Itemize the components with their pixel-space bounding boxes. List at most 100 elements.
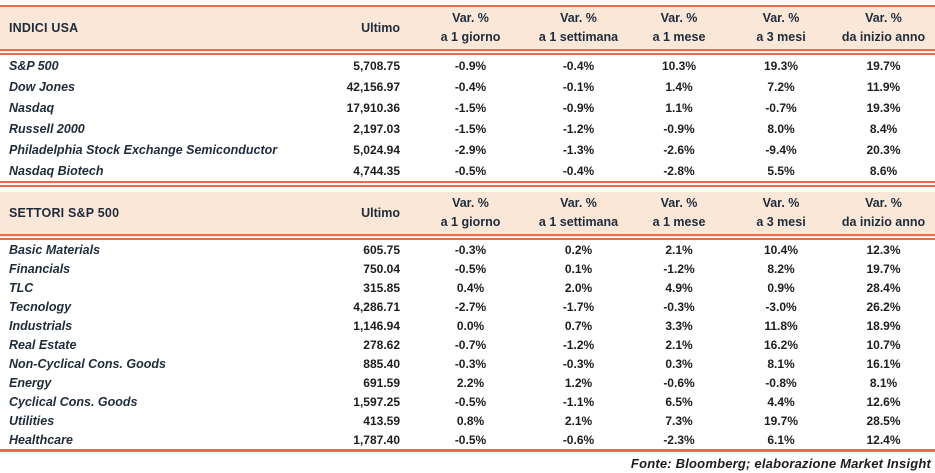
var-value-1-settimana: -0.3%	[562, 356, 595, 371]
var-value-1-settimana: -1.2%	[562, 121, 595, 136]
var-period-label: da inizio anno	[841, 215, 926, 229]
var-value-1-giorno: -0.5%	[454, 261, 487, 276]
var-percent-label: Var. %	[452, 195, 489, 210]
var-value-inizio-anno: 12.4%	[832, 430, 935, 452]
var-value-1-giorno: -0.7%	[454, 337, 487, 352]
var-percent-label: Var. %	[560, 10, 597, 25]
var-value-inizio-anno: 18.9%	[866, 318, 901, 333]
table-row: Basic Materials 605.75 -0.3% 0.2% 2.1% 1…	[0, 237, 935, 259]
var-value-3-mesi: 5.5%	[730, 160, 832, 187]
var-value-3-mesi: 8.0%	[767, 121, 795, 136]
var-value-1-settimana: 0.1%	[564, 261, 593, 276]
column-header-inizio-anno: Var. % da inizio anno	[832, 6, 935, 55]
var-value-1-mese: 1.1%	[665, 100, 693, 115]
last-value: 42,156.97	[346, 79, 400, 94]
var-value-1-settimana: -0.4%	[529, 160, 628, 187]
var-value-1-mese: -1.2%	[663, 261, 695, 276]
var-percent-label: Var. %	[865, 195, 902, 210]
column-header-var-1-giorno: Var. % a 1 giorno	[412, 6, 529, 55]
var-value-3-mesi: 4.4%	[767, 394, 795, 409]
var-period-label: a 1 mese	[652, 215, 706, 229]
last-value: 413.59	[363, 413, 400, 428]
var-period-label: a 3 mesi	[756, 215, 806, 229]
table-title: INDICI USA	[0, 6, 318, 55]
var-value-inizio-anno: 12.6%	[866, 394, 901, 409]
var-value-1-mese: 2.1%	[665, 337, 693, 352]
table-row: Energy 691.59 2.2% 1.2% -0.6% -0.8% 8.1%	[0, 373, 935, 392]
row-label: Energy	[9, 375, 52, 390]
table-header: INDICI USA Ultimo Var. % a 1 giorno Var.…	[0, 6, 935, 55]
var-value-1-giorno: -0.5%	[412, 430, 529, 452]
last-value: 278.62	[363, 337, 400, 352]
var-value-1-settimana: -1.3%	[562, 142, 595, 157]
table-row: Healthcare 1,787.40 -0.5% -0.6% -2.3% 6.…	[0, 430, 935, 452]
var-period-label: a 1 settimana	[538, 215, 619, 229]
var-value-1-settimana: 2.0%	[564, 280, 593, 295]
var-value-inizio-anno: 11.9%	[866, 79, 901, 94]
var-value-1-settimana: -0.1%	[562, 79, 595, 94]
var-value-1-settimana: 0.2%	[564, 242, 593, 257]
var-value-1-settimana: -0.6%	[529, 430, 628, 452]
last-value: 750.04	[363, 261, 400, 276]
table-row: TLC 315.85 0.4% 2.0% 4.9% 0.9% 28.4%	[0, 278, 935, 297]
var-value-1-giorno: -1.5%	[454, 121, 487, 136]
var-period-label: a 1 giorno	[440, 215, 501, 229]
var-percent-label: Var. %	[452, 10, 489, 25]
var-value-3-mesi: 7.2%	[767, 79, 795, 94]
var-value-1-giorno: -0.3%	[454, 356, 487, 371]
var-value-1-giorno: -0.4%	[454, 79, 487, 94]
table-row: Non-Cyclical Cons. Goods 885.40 -0.3% -0…	[0, 354, 935, 373]
last-value: 691.59	[363, 375, 400, 390]
last-value: 17,910.36	[346, 100, 400, 115]
var-percent-label: Var. %	[660, 195, 698, 210]
row-label: Utilities	[9, 413, 55, 428]
var-value-1-mese: 7.3%	[665, 413, 693, 428]
var-period-label: da inizio anno	[841, 30, 926, 44]
last-value: 2,197.03	[353, 121, 400, 136]
var-value-1-giorno: -0.9%	[454, 58, 487, 73]
table-row: Financials 750.04 -0.5% 0.1% -1.2% 8.2% …	[0, 259, 935, 278]
var-value-inizio-anno: 8.4%	[869, 121, 898, 136]
row-label: Real Estate	[9, 337, 77, 352]
last-value: 1,787.40	[318, 430, 412, 452]
var-value-1-mese: 4.9%	[665, 280, 693, 295]
var-value-1-giorno: 0.0%	[456, 318, 485, 333]
column-header-var-3-mesi: Var. % a 3 mesi	[730, 192, 832, 240]
column-header-var-1-mese: Var. % a 1 mese	[628, 192, 730, 240]
row-label: Nasdaq Biotech	[0, 160, 318, 187]
column-header-ultimo: Ultimo	[318, 192, 412, 240]
column-header-inizio-anno: Var. % da inizio anno	[832, 192, 935, 240]
var-value-1-mese: 2.1%	[665, 242, 693, 257]
row-label: Russell 2000	[9, 121, 85, 136]
var-value-1-giorno: 0.8%	[456, 413, 485, 428]
var-period-label: a 1 mese	[652, 30, 706, 44]
last-value: 1,146.94	[353, 318, 400, 333]
source-note: Fonte: Bloomberg; elaborazione Market In…	[630, 456, 931, 471]
var-value-1-giorno: -0.5%	[412, 160, 529, 187]
table-row: Industrials 1,146.94 0.0% 0.7% 3.3% 11.8…	[0, 316, 935, 335]
var-value-1-settimana: 1.2%	[564, 375, 593, 390]
table-indici-usa: INDICI USA Ultimo Var. % a 1 giorno Var.…	[0, 5, 935, 187]
row-label: Dow Jones	[9, 79, 75, 94]
var-value-1-mese: 0.3%	[665, 356, 693, 371]
var-value-1-mese: -0.3%	[663, 299, 695, 314]
var-value-1-giorno: -0.3%	[454, 242, 487, 257]
row-label: Non-Cyclical Cons. Goods	[9, 356, 166, 371]
var-period-label: a 1 settimana	[538, 30, 619, 44]
column-header-var-1-settimana: Var. % a 1 settimana	[529, 192, 628, 240]
table-body-indici-usa: S&P 500 5,708.75 -0.9% -0.4% 10.3% 19.3%…	[0, 52, 935, 187]
var-value-1-mese: -2.3%	[628, 430, 730, 452]
column-header-var-1-settimana: Var. % a 1 settimana	[529, 6, 628, 55]
var-value-1-settimana: 0.7%	[564, 318, 593, 333]
row-label: Healthcare	[0, 430, 318, 452]
var-value-1-mese: 6.5%	[665, 394, 693, 409]
last-value: 1,597.25	[353, 394, 400, 409]
var-value-3-mesi: 19.3%	[763, 58, 799, 73]
var-value-3-mesi: -0.7%	[765, 100, 797, 115]
row-label: Tecnology	[9, 299, 72, 314]
var-value-1-mese: 3.3%	[665, 318, 693, 333]
var-value-1-giorno: 0.4%	[456, 280, 485, 295]
var-value-inizio-anno: 19.7%	[866, 261, 901, 276]
table-row: Russell 2000 2,197.03 -1.5% -1.2% -0.9% …	[0, 118, 935, 139]
